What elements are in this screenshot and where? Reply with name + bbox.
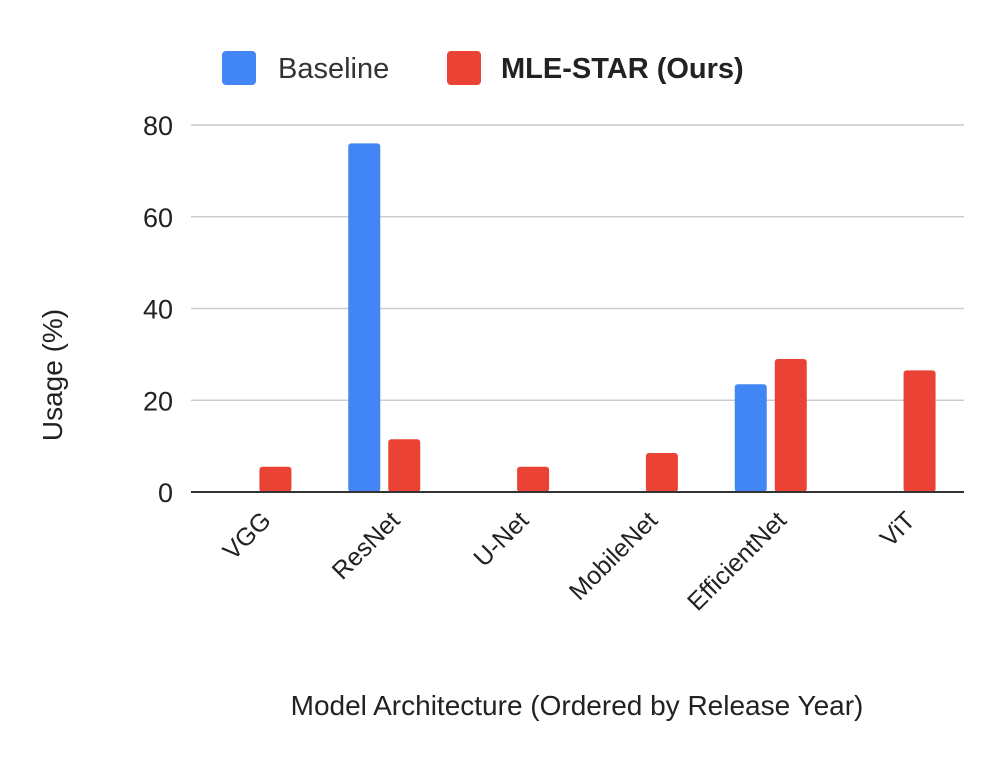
y-tick-label: 0 — [158, 478, 173, 508]
y-tick-label: 20 — [143, 386, 173, 416]
legend-label: MLE-STAR (Ours) — [501, 53, 744, 85]
bar-mle-star-ours-vgg — [259, 466, 292, 492]
bar-baseline-efficientnet — [734, 384, 767, 492]
y-axis-title: Usage (%) — [37, 309, 68, 441]
x-axis-title: Model Architecture (Ordered by Release Y… — [291, 690, 864, 721]
bar-mle-star-ours-vit — [903, 370, 936, 492]
bar-baseline-resnet — [348, 143, 381, 492]
bar-mle-star-ours-efficientnet — [774, 358, 807, 492]
x-tick-label: EfficientNet — [682, 506, 792, 616]
legend-swatch — [222, 51, 256, 85]
x-tick-label: VGG — [218, 506, 277, 565]
y-tick-label: 80 — [143, 111, 173, 141]
gridlines — [191, 124, 964, 401]
legend-swatch — [447, 51, 481, 85]
bars — [259, 143, 936, 492]
legend-label: Baseline — [278, 53, 389, 85]
axes: 0 20 40 60 80 VGG ResNet U-Net MobileNet Efficien… — [143, 111, 964, 616]
y-tick-label: 40 — [143, 295, 173, 325]
bar-mle-star-ours-mobilenet — [645, 453, 678, 492]
x-tick-label: MobileNet — [564, 506, 663, 605]
x-tick-label: ViT — [875, 506, 921, 552]
legend: Baseline MLE-STAR (Ours) — [222, 51, 744, 85]
bar-mle-star-ours-resnet — [388, 439, 421, 492]
bar-mle-star-ours-u-net — [517, 466, 550, 492]
x-tick-label: U-Net — [468, 506, 534, 572]
y-tick-label: 60 — [143, 203, 173, 233]
x-tick-label: ResNet — [327, 506, 406, 585]
